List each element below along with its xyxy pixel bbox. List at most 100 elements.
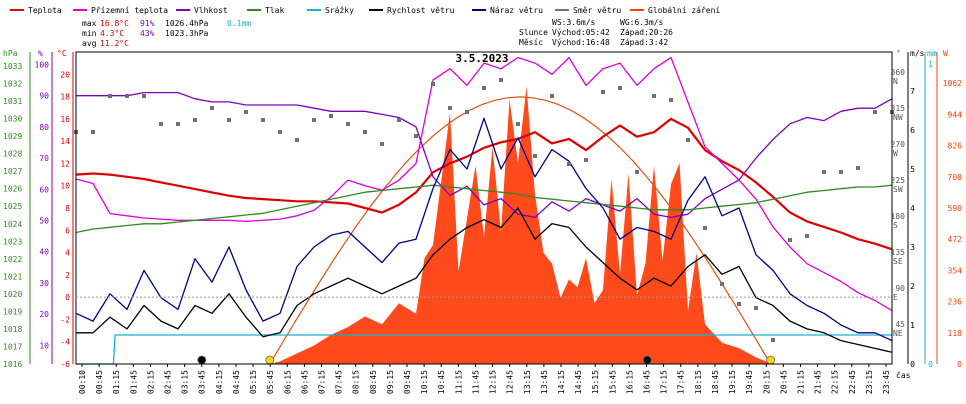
axis-unit-percent: %	[38, 49, 43, 58]
x-tick-label: 19:15	[728, 370, 737, 394]
direction-tick-label: 315	[891, 104, 906, 113]
celsius-tick-label: -2	[60, 315, 70, 324]
x-tick-label: 18:45	[711, 370, 720, 394]
percent-tick-label: 90	[39, 92, 49, 101]
x-tick-label: 14:45	[574, 370, 583, 394]
moon-marker	[642, 355, 652, 365]
x-tick-label: 12:45	[506, 370, 515, 394]
x-axis-unit: čas	[896, 370, 911, 380]
stats-rain: 0.1mm	[227, 19, 251, 28]
stats-temperature: 11.2°C	[100, 39, 129, 48]
x-tick-label: 09:45	[403, 370, 412, 394]
wind-direction-point	[618, 86, 622, 90]
wind-direction-point	[414, 134, 418, 138]
x-tick-label: 16:15	[625, 370, 634, 394]
wind-direction-point	[856, 166, 860, 170]
x-tick-label: 20:45	[779, 370, 788, 394]
wind-direction-point	[822, 170, 826, 174]
series-line-teplota	[75, 117, 893, 251]
x-tick-label: 06:15	[283, 370, 292, 394]
direction-tick-label: 180	[891, 212, 906, 221]
percent-tick-label: 40	[39, 248, 49, 257]
legend: Teplota Přízemní teplota Vlhkost Tlak Srážky…	[10, 6, 720, 15]
x-tick-label: 04:45	[232, 370, 241, 394]
direction-name-label: N	[893, 77, 898, 86]
x-tick-label: 10:45	[437, 370, 446, 394]
legend-label: Přízemní teplota	[91, 6, 168, 15]
x-tick-label: 01:15	[112, 370, 121, 394]
celsius-tick-label: 6	[65, 226, 70, 235]
wind-direction-point	[159, 122, 163, 126]
hpa-tick-label: 1016	[3, 360, 22, 369]
wind-direction-point	[703, 226, 707, 230]
celsius-tick-label: 2	[65, 271, 70, 280]
theoretical-radiation-arc	[269, 96, 772, 365]
stats-humidity: 91%	[140, 19, 155, 28]
x-tick-label: 05:45	[266, 370, 275, 394]
direction-tick-label: 360	[891, 68, 906, 77]
x-tick-label: 18:15	[694, 370, 703, 394]
x-tick-label: 03:45	[198, 370, 207, 394]
direction-name-label: NE	[893, 329, 903, 338]
hpa-tick-label: 1028	[3, 150, 22, 159]
wind-direction-point	[278, 130, 282, 134]
series-line-tlak	[75, 184, 893, 234]
sun-moon-block: WS:3.6m/s WG:6.3m/s Slunce Východ:05:42 Zápa…	[519, 18, 673, 47]
axis-unit-mm: mm	[927, 49, 937, 58]
hpa-tick-label: 1022	[3, 255, 22, 264]
direction-name-label: SE	[893, 257, 903, 266]
ms-tick-label: 7	[910, 87, 915, 96]
sun-set: Západ:20:26	[620, 28, 673, 37]
x-tick-label: 05:15	[249, 370, 258, 394]
legend-label: Srážky	[325, 6, 354, 15]
stats-block: max 16.8°C 91% 1026.4hPa 0.1mm min 4.3°C 43% 102…	[82, 19, 251, 48]
series-line-vlhkost	[76, 91, 893, 219]
ms-tick-label: 2	[910, 282, 915, 291]
sun-label: Slunce	[519, 28, 548, 37]
wind-direction-point	[397, 118, 401, 122]
wind-direction-point	[261, 118, 265, 122]
wind-direction-point	[142, 94, 146, 98]
stats-temperature: 4.3°C	[100, 29, 124, 38]
percent-tick-label: 70	[39, 154, 49, 163]
x-tick-label: 08:45	[369, 370, 378, 394]
wind-direction-point	[550, 94, 554, 98]
w-tick-label: 590	[948, 204, 963, 213]
series-line-prizemni-teplota	[75, 56, 893, 312]
x-tick-label: 13:15	[523, 370, 532, 394]
series-line-rychlost-vetru	[76, 207, 893, 353]
axis-unit-celsius: °C	[57, 49, 67, 58]
wind-direction-point	[465, 110, 469, 114]
celsius-tick-label: 12	[60, 159, 70, 168]
w-tick-label: 944	[948, 110, 963, 119]
x-tick-label: 21:45	[814, 370, 823, 394]
legend-label: Náraz větru	[490, 6, 543, 15]
x-tick-label: 13:45	[540, 370, 549, 394]
direction-name-label: NW	[893, 113, 903, 122]
wind-direction-point	[482, 86, 486, 90]
wind-direction-point	[499, 78, 503, 82]
w-tick-label: 354	[948, 266, 963, 275]
hpa-tick-label: 1026	[3, 185, 22, 194]
direction-tick-label: 135	[891, 248, 906, 257]
direction-name-label: S	[893, 221, 898, 230]
wind-direction-point	[584, 158, 588, 162]
wind-direction-point	[567, 162, 571, 166]
celsius-tick-label: 4	[65, 249, 70, 258]
wind-direction-point	[295, 138, 299, 142]
wind-direction-point	[193, 118, 197, 122]
x-tick-label: 02:45	[164, 370, 173, 394]
stats-humidity: 43%	[140, 29, 155, 38]
moon-marker	[197, 355, 207, 365]
legend-label: Teplota	[28, 6, 62, 15]
x-tick-label: 03:15	[181, 370, 190, 394]
hpa-tick-label: 1023	[3, 237, 22, 246]
axis-unit-degree: °	[896, 49, 901, 58]
hpa-tick-label: 1027	[3, 167, 22, 176]
wind-direction-point	[686, 138, 690, 142]
hpa-tick-label: 1021	[3, 272, 22, 281]
stats-temperature: 16.8°C	[100, 19, 129, 28]
celsius-tick-label: 0	[65, 293, 70, 302]
